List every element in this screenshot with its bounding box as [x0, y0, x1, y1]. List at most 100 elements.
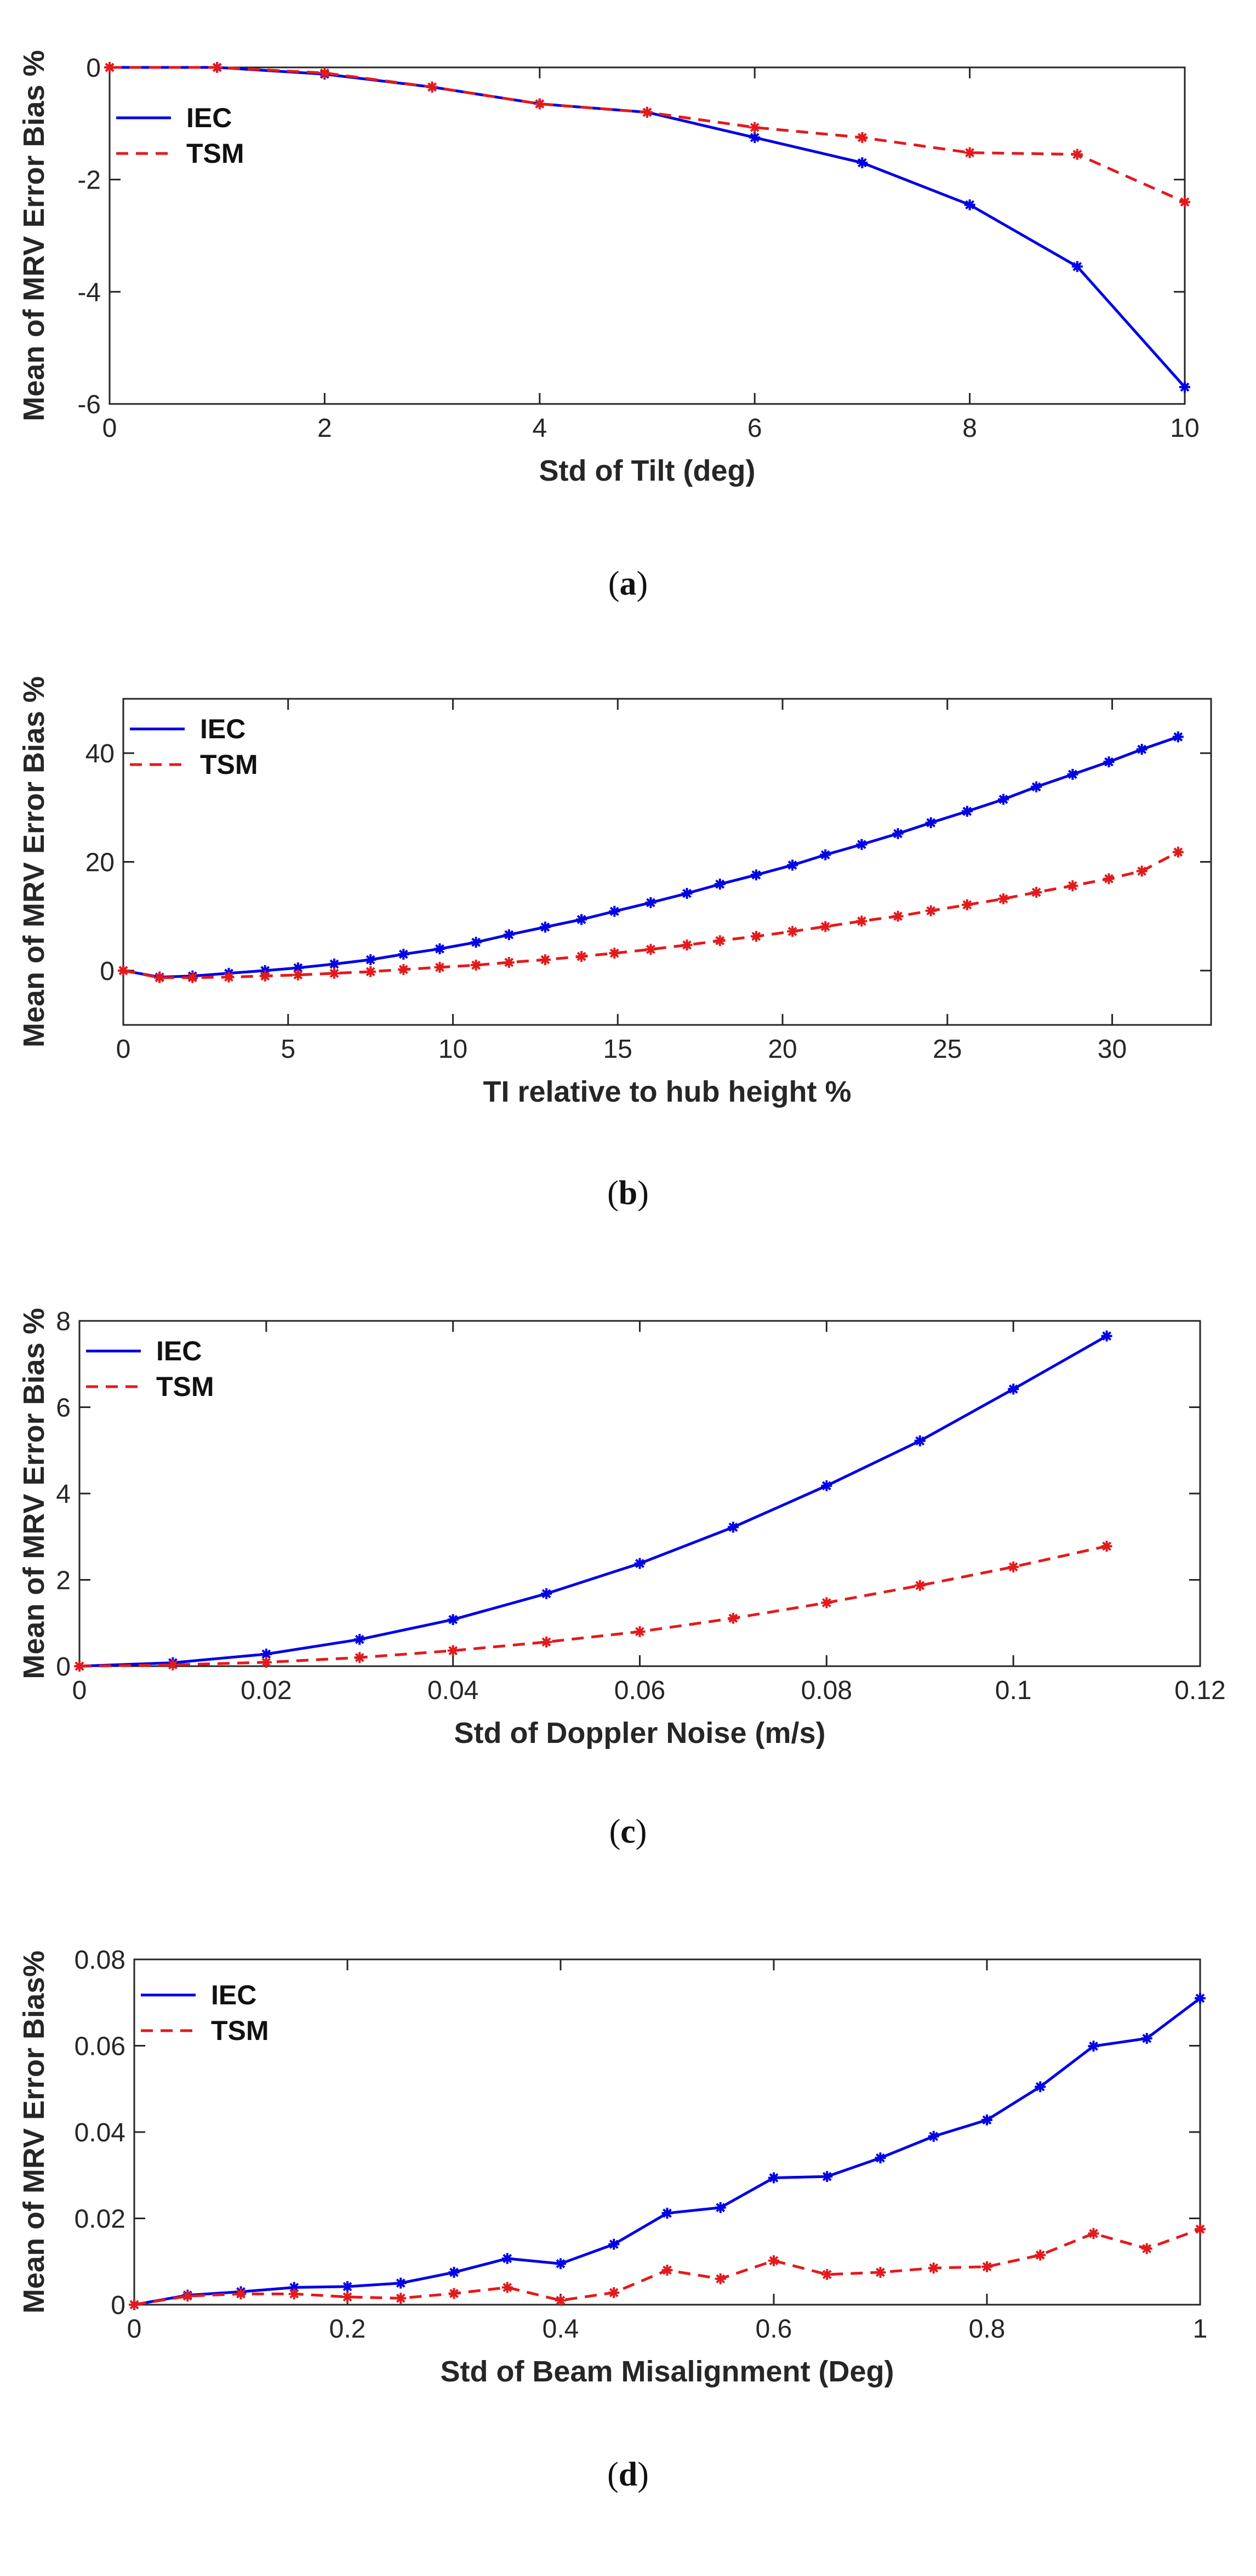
data-point-tsm [104, 62, 115, 73]
data-point-tsm [727, 1612, 739, 1624]
y-tick-label: 0.08 [75, 1946, 125, 1975]
caption-paren-open: ( [607, 2456, 619, 2493]
data-point-tsm [681, 939, 693, 951]
data-point-tsm [714, 935, 726, 947]
marker-stroke [751, 870, 761, 880]
plot-area [109, 66, 1186, 405]
data-point-tsm [820, 921, 831, 932]
x-axis-title: Std of Tilt (deg) [539, 454, 756, 487]
marker-stroke [750, 123, 760, 132]
marker-stroke [609, 2239, 619, 2249]
caption-letter: c [620, 1813, 636, 1850]
data-point-tsm [118, 965, 129, 976]
marker-stroke [715, 936, 725, 945]
marker-stroke [1173, 732, 1183, 742]
data-point-tsm [319, 67, 330, 79]
chart-panel-c: 0 0.02 0.04 0.06 0.08 0.1 0.12 0 2 4 6 8 Std of Dopp… [18, 1307, 1226, 1850]
x-tick-label: 1 [1193, 2315, 1208, 2344]
data-point-iec [260, 1648, 272, 1660]
marker-stroke [1031, 887, 1041, 897]
data-point-iec [928, 2130, 939, 2142]
data-point-tsm [576, 951, 587, 962]
legend-label-tsm: TSM [211, 2015, 269, 2046]
data-point-tsm [821, 2269, 833, 2280]
data-point-tsm [821, 1597, 832, 1609]
y-tick-label: -4 [77, 278, 101, 307]
data-point-tsm [182, 2290, 193, 2302]
marker-stroke [1142, 2033, 1152, 2043]
marker-stroke [1089, 2041, 1098, 2051]
marker-stroke [787, 860, 797, 870]
data-point-tsm [964, 147, 975, 158]
data-point-tsm [1088, 2228, 1099, 2239]
marker-stroke [857, 916, 866, 926]
x-tick-label: 0.04 [427, 1676, 478, 1705]
marker-stroke [396, 2278, 406, 2288]
data-point-iec [787, 859, 798, 871]
x-tick-label: 0.12 [1174, 1676, 1225, 1705]
y-tick-label: 0 [56, 1652, 71, 1682]
marker-stroke [1195, 2224, 1205, 2234]
data-point-iec [645, 897, 656, 908]
marker-stroke [448, 1646, 458, 1656]
data-point-iec [892, 828, 904, 839]
marker-stroke [787, 927, 797, 936]
data-point-iec [961, 806, 973, 817]
data-point-tsm [328, 967, 340, 979]
marker-stroke [503, 2283, 512, 2292]
data-point-iec [727, 1521, 739, 1533]
data-point-iec [354, 1634, 366, 1645]
data-point-tsm [154, 972, 165, 983]
data-point-tsm [259, 970, 271, 982]
marker-stroke [998, 795, 1008, 804]
data-point-tsm [1141, 2243, 1152, 2254]
marker-stroke [876, 2267, 885, 2277]
legend-label-tsm: TSM [200, 749, 258, 780]
marker-stroke [329, 968, 339, 978]
x-tick-label: 10 [438, 1035, 467, 1064]
data-point-iec [447, 1614, 459, 1625]
marker-stroke [751, 931, 761, 941]
data-point-iec [964, 199, 975, 210]
marker-stroke [820, 850, 830, 860]
data-point-iec [1031, 781, 1042, 793]
marker-stroke [1072, 150, 1082, 159]
marker-stroke [857, 158, 867, 168]
x-tick-label: 25 [933, 1035, 962, 1064]
marker-stroke [929, 2263, 939, 2273]
chart-panel-a: 0 2 4 6 8 10 -6 -4 -2 0 Std of Tilt (deg) Mean of M… [18, 50, 1200, 602]
legend-label-iec: IEC [156, 1336, 202, 1366]
data-point-tsm [342, 2291, 353, 2303]
data-point-tsm [608, 2287, 620, 2298]
marker-stroke [716, 2203, 726, 2213]
data-point-tsm [750, 931, 762, 942]
data-point-tsm [501, 2282, 513, 2293]
data-point-iec [501, 2253, 513, 2264]
data-point-tsm [1031, 887, 1042, 898]
marker-stroke [646, 944, 655, 954]
data-point-tsm [1071, 149, 1083, 160]
data-point-iec [541, 1588, 552, 1599]
marker-stroke [769, 2256, 779, 2266]
marker-stroke [342, 2292, 352, 2302]
x-axis-title: TI relative to hub height % [483, 1075, 851, 1108]
y-axis-title: Mean of MRV Error Bias % [18, 1308, 50, 1679]
marker-stroke [212, 62, 222, 72]
marker-stroke [1104, 757, 1114, 767]
marker-stroke [342, 2282, 352, 2292]
data-point-tsm [928, 2262, 939, 2274]
marker-stroke [355, 1652, 364, 1662]
marker-stroke [1089, 2229, 1098, 2238]
y-tick-label: 0.02 [75, 2205, 125, 2234]
data-point-iec [503, 929, 515, 941]
data-point-tsm [212, 62, 223, 73]
data-point-iec [1136, 744, 1147, 755]
data-point-tsm [167, 1659, 179, 1671]
data-point-iec [715, 2202, 726, 2213]
marker-stroke [982, 2115, 992, 2125]
marker-stroke [260, 971, 270, 981]
data-point-iec [749, 132, 761, 143]
data-point-iec [448, 2266, 460, 2278]
x-tick-label: 0 [127, 2315, 142, 2344]
data-point-tsm [634, 1626, 646, 1637]
